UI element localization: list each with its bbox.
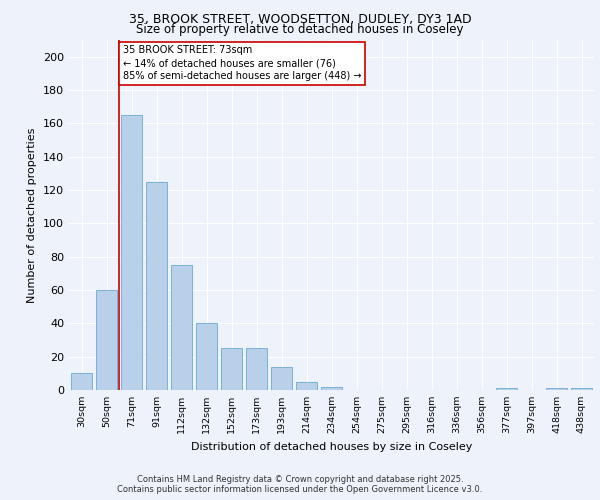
Bar: [196, 324, 217, 390]
X-axis label: Distribution of detached houses by size in Coseley: Distribution of detached houses by size …: [191, 442, 472, 452]
Text: 35 BROOK STREET: 73sqm
← 14% of detached houses are smaller (76)
85% of semi-det: 35 BROOK STREET: 73sqm ← 14% of detached…: [123, 45, 361, 82]
Text: Size of property relative to detached houses in Coseley: Size of property relative to detached ho…: [136, 22, 464, 36]
Bar: [546, 388, 567, 390]
Bar: [71, 374, 92, 390]
Text: 35, BROOK STREET, WOODSETTON, DUDLEY, DY3 1AD: 35, BROOK STREET, WOODSETTON, DUDLEY, DY…: [128, 12, 472, 26]
Bar: [321, 386, 342, 390]
Bar: [271, 366, 292, 390]
Bar: [296, 382, 317, 390]
Bar: [121, 115, 142, 390]
Y-axis label: Number of detached properties: Number of detached properties: [28, 128, 37, 302]
Bar: [171, 265, 192, 390]
Text: Contains HM Land Registry data © Crown copyright and database right 2025.
Contai: Contains HM Land Registry data © Crown c…: [118, 474, 482, 494]
Bar: [571, 388, 592, 390]
Bar: [496, 388, 517, 390]
Bar: [146, 182, 167, 390]
Bar: [246, 348, 267, 390]
Bar: [96, 290, 117, 390]
Bar: [221, 348, 242, 390]
